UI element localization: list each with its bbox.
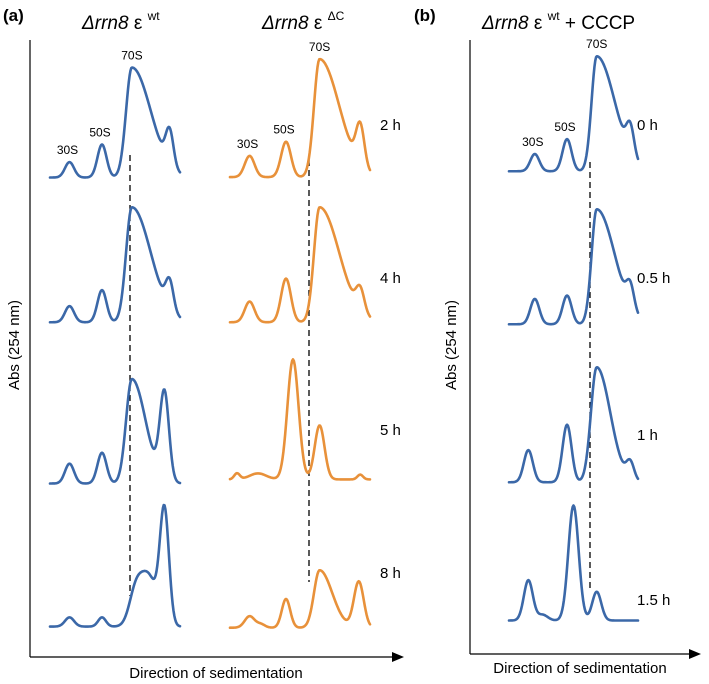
peak-label-70s: 70S: [121, 49, 142, 63]
traces-layer: [48, 54, 640, 629]
peak-label-30s: 30S: [237, 137, 258, 151]
title-main: Δrrn8: [481, 13, 529, 34]
profile-trace-b-wt-0h: [507, 54, 640, 173]
panel-b-ylabel: Abs (254 nm): [443, 300, 460, 390]
column-title-cccp: Δrrn8 ε wt + CCCP: [481, 4, 635, 34]
profile-trace-a-wt-8h: [48, 503, 182, 628]
profile-trace-a-wt-5h: [48, 377, 182, 485]
time-label: 5 h: [380, 422, 401, 439]
peak-label-30s: 30S: [522, 135, 543, 149]
profile-trace-a-dc-5h: [228, 358, 372, 481]
panel-a-letter: (a): [3, 6, 24, 25]
peak-label-50s: 50S: [89, 126, 110, 140]
time-label: 2 h: [380, 117, 401, 134]
peak-label-30s: 30S: [57, 143, 78, 157]
title-sup: wt: [147, 9, 161, 23]
time-label: 0 h: [637, 117, 658, 134]
profile-trace-b-wt-1.5h: [507, 504, 640, 622]
title-sup: wt: [547, 9, 561, 23]
peak-label-70s: 70S: [309, 40, 330, 54]
panel-b-letter: (b): [414, 6, 436, 25]
time-label: 0.5 h: [637, 270, 670, 287]
panel-b-x-arrow: [689, 649, 701, 659]
time-label: 4 h: [380, 270, 401, 287]
title-greek: ε: [534, 13, 543, 34]
title-main: Δrrn8: [261, 13, 309, 34]
title-greek: ε: [314, 13, 323, 34]
panel-a-x-arrow: [392, 652, 404, 662]
peak-label-70s: 70S: [586, 37, 607, 51]
profile-trace-a-wt-4h: [48, 205, 182, 324]
panel-b-xlabel: Direction of sedimentation: [493, 660, 666, 677]
time-label: 1.5 h: [637, 592, 670, 609]
profile-trace-a-wt-2h: [48, 66, 182, 179]
title-suffix: + CCCP: [565, 13, 635, 34]
profile-trace-b-wt-1h: [507, 365, 640, 484]
time-label: 8 h: [380, 565, 401, 582]
title-sup: ΔC: [328, 9, 345, 23]
time-labels-layer: 2 h 4 h 5 h 8 h 0 h 0.5 h 1 h 1.5 h: [380, 117, 670, 609]
title-main: Δrrn8: [81, 13, 129, 34]
profile-trace-a-dc-8h: [228, 568, 372, 629]
peak-label-50s: 50S: [273, 123, 294, 137]
time-label: 1 h: [637, 427, 658, 444]
title-greek: ε: [134, 13, 143, 34]
panel-a-xlabel: Direction of sedimentation: [129, 665, 302, 682]
peak-labels-layer: 30S 50S 70S 30S 50S 70S 30S 50S 70S: [57, 37, 608, 157]
panel-a-ylabel: Abs (254 nm): [6, 300, 23, 390]
profile-trace-a-dc-2h: [228, 57, 372, 179]
column-title-wt: Δrrn8 ε wt: [81, 9, 160, 34]
column-title-dc: Δrrn8 ε ΔC: [261, 9, 345, 34]
peak-label-50s: 50S: [554, 120, 575, 134]
profile-trace-a-dc-4h: [228, 205, 372, 324]
profile-trace-b-wt-0.5h: [507, 207, 640, 326]
